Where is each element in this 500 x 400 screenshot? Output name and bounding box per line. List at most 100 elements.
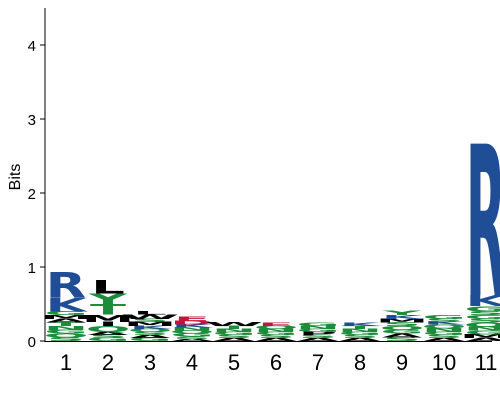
logo-letter: G [464,314,500,320]
position-labels: 1 2 3 4 5 6 7 8 9 10 11 [60,350,498,375]
logo-letter: S [47,336,85,342]
y-tick-label-0: 0 [28,334,36,351]
logo-letter: G [464,330,500,336]
logo-letter: T [90,302,127,319]
logo-letter: Q [170,330,215,335]
logo-letter: S [173,336,211,340]
logo-letter: G [296,328,339,333]
y-tick-label-3: 3 [28,112,36,129]
position-label-3: 3 [144,350,156,375]
logo-letter: G [422,331,465,336]
logo-letter: A [46,318,87,324]
logo-letter: S [299,334,337,339]
logo-letter: Q [422,324,467,330]
logo-letter: N [44,325,88,331]
logo-letter: E [258,322,294,327]
logo-letter: R [46,265,87,307]
y-axis-label: Bits [7,164,24,191]
logo-letter: S [215,334,253,339]
position-label-11: 11 [475,350,498,375]
logo-letter: S [383,321,421,327]
logo-letter: G [44,310,87,316]
logo-letter: P [299,331,338,336]
logo-letter: Q [86,325,131,334]
logo-letter: M [376,318,429,324]
logo-letter: S [383,336,421,342]
logo-letter: G [338,331,381,336]
logo-letter: Q [254,325,299,330]
logo-letter: G [254,331,297,336]
logo-letter: A [382,333,423,339]
logo-letter: I [98,321,118,328]
logo-letter: A [340,337,381,342]
logo-letter: Y [381,309,422,316]
logo-letter: G [128,337,171,342]
position-label-6: 6 [270,350,282,375]
logo-letter: W [121,313,179,320]
logo-letter: G [296,322,339,327]
logo-letter: T [48,321,85,327]
logo-letter: L [133,311,167,316]
logo-letter: M [124,321,177,328]
position-label-10: 10 [432,350,456,375]
logo-letter: K [424,321,468,326]
logo-letter: A [130,334,171,339]
logo-letter: K [340,322,384,327]
logo-letter: N [254,328,298,333]
logo-letter: K [46,295,89,316]
logo-letter: E [174,315,210,322]
logo-letter: T [216,325,253,330]
logo-letter: S [425,318,463,323]
logo-letter: S [131,318,169,323]
logo-letter: G [44,329,87,335]
logo-letter: A [214,337,255,342]
logo-letter: A [466,337,500,342]
logo-letter: A [424,337,465,342]
logo-letter: T [342,325,379,330]
logo-letter: A [88,331,129,336]
logo-letter: S [131,331,169,336]
logo-letter: N [296,325,340,330]
position-label-7: 7 [312,350,324,375]
logo-letter: N [464,326,500,332]
logo-letter: G [380,329,423,335]
stack-position-11: AMGNQSGSGKR [460,102,500,345]
logo-letter: Q [128,328,173,333]
logo-letter: G [170,333,213,338]
logo-letter: D [170,320,214,326]
logo-letter: M [82,312,135,324]
logo-letter: S [425,334,463,339]
logo-letter: Q [44,333,89,339]
logo-letter: K [130,325,174,330]
logo-letter: S [257,334,295,339]
logo-letter: Y [88,291,129,308]
logo-letter: N [338,328,382,333]
logo-letter: K [172,324,216,329]
logo-letter: R [466,102,500,345]
logo-letter: S [89,334,127,339]
logo-letter: K [466,293,500,311]
position-label-1: 1 [60,350,72,375]
position-label-9: 9 [396,350,408,375]
logo-letter: S [467,318,500,324]
logo-letter: A [298,337,339,342]
logo-letter: G [212,331,255,336]
logo-letter: N [212,328,256,333]
y-tick-label-2: 2 [28,186,36,203]
logo-letter: K [382,314,426,320]
logo-letter: N [170,327,214,332]
y-tick-label-1: 1 [28,260,36,277]
logo-letter: G [86,337,129,342]
logo-letter: Q [380,325,425,331]
y-axis: 0 1 2 3 4 Bits [7,8,46,351]
letter-stacks: SQGNTAMGKRGSAQIMTYLGASQKMSWLASGQNKDEASGN… [40,102,500,345]
